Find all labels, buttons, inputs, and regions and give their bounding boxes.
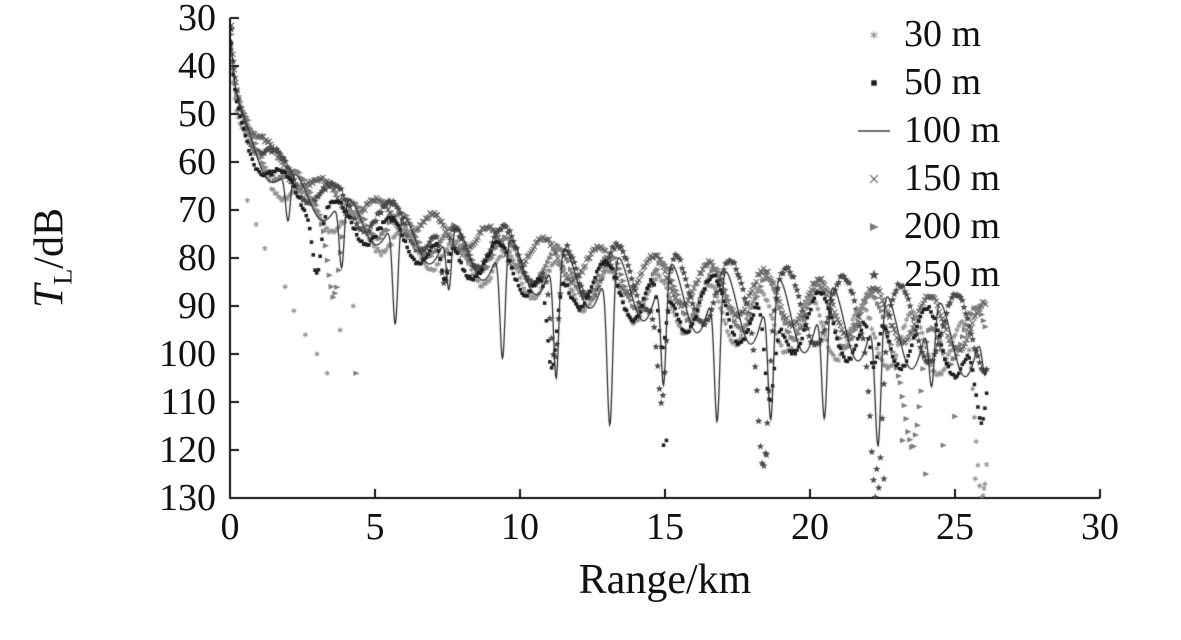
legend-marker-200m-icon: [850, 211, 898, 241]
y-axis-subscript: L: [48, 268, 78, 285]
legend-item-250m: 250 m: [850, 252, 1000, 296]
legend-label-250m: 250 m: [904, 253, 1001, 295]
y-axis-title: TL/dB: [25, 208, 78, 308]
legend-label-150m: 150 m: [904, 157, 1001, 199]
y-axis-unit: /dB: [26, 208, 73, 269]
y-axis-symbol: T: [26, 284, 73, 308]
legend-marker-150m-icon: [850, 163, 898, 193]
legend-marker-250m-icon: [850, 259, 898, 289]
legend-label-30m: 30 m: [904, 13, 982, 55]
legend-item-30m: 30 m: [850, 12, 1000, 56]
legend-marker-100m-icon: [850, 115, 898, 145]
legend-item-100m: 100 m: [850, 108, 1000, 152]
legend-label-50m: 50 m: [904, 61, 982, 103]
legend-label-200m: 200 m: [904, 205, 1001, 247]
x-axis-title: Range/km: [578, 557, 752, 603]
legend-item-150m: 150 m: [850, 156, 1000, 200]
legend-label-100m: 100 m: [904, 109, 1001, 151]
legend-marker-50m-icon: [850, 67, 898, 97]
legend-marker-30m-icon: [850, 19, 898, 49]
legend: 30 m 50 m 100 m 150 m 200 m 250 m: [850, 12, 1000, 296]
legend-item-200m: 200 m: [850, 204, 1000, 248]
legend-item-50m: 50 m: [850, 60, 1000, 104]
